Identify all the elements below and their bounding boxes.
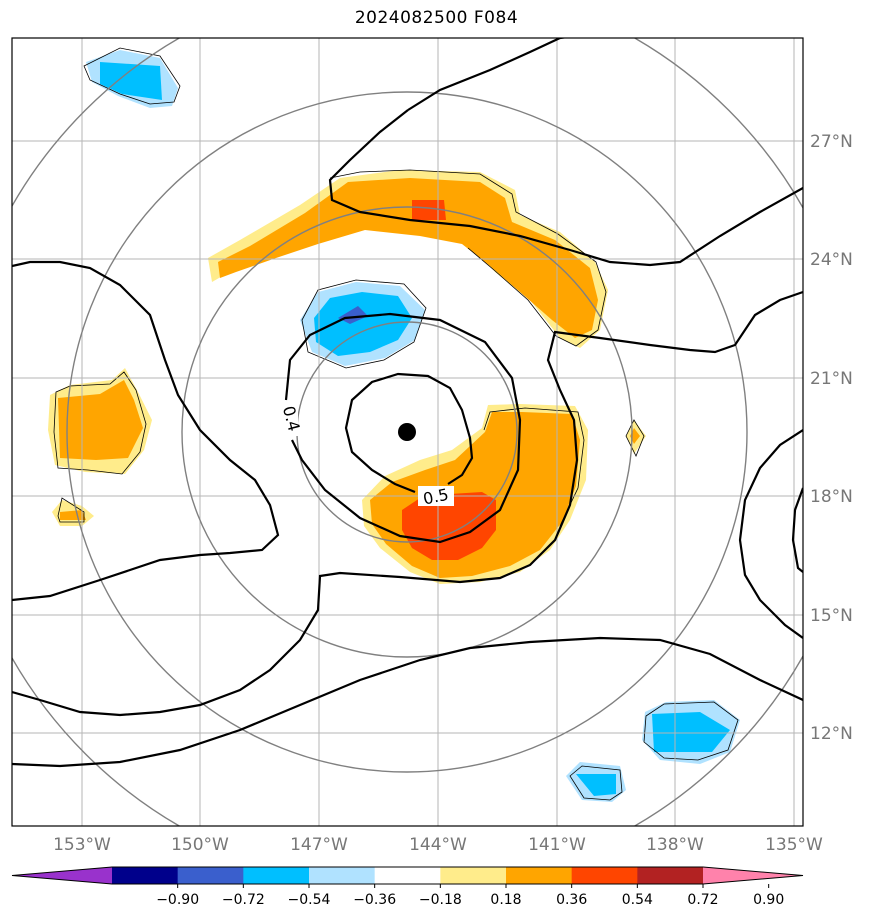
colorbar-segment bbox=[506, 867, 573, 884]
negative-anomaly-area bbox=[576, 774, 616, 796]
lat-label: 15°N bbox=[810, 606, 853, 626]
anomaly-outline bbox=[53, 371, 147, 475]
contour-lines bbox=[12, 38, 803, 768]
colorbar-extend-high bbox=[703, 867, 803, 884]
contour-line bbox=[284, 312, 522, 544]
colorbar-segment bbox=[374, 867, 441, 884]
anomaly-outline bbox=[569, 765, 623, 801]
colorbar: −0.90 −0.72 −0.54 −0.36 −0.18 0.18 0.36 0.54 0.7… bbox=[11, 866, 804, 908]
anomaly-outlines bbox=[53, 47, 739, 801]
contour-line bbox=[407, 38, 569, 111]
colorbar-segment bbox=[112, 867, 179, 884]
anomaly-outline bbox=[57, 497, 85, 523]
colorbar-tick-label: 0.36 bbox=[556, 892, 587, 908]
lat-label: 27°N bbox=[810, 132, 853, 152]
colorbar-tick-label: 0.54 bbox=[622, 892, 653, 908]
lon-label: 141°W bbox=[528, 835, 586, 855]
lon-label: 135°W bbox=[765, 835, 823, 855]
lon-label: 153°W bbox=[53, 835, 111, 855]
lat-label: 18°N bbox=[810, 487, 853, 507]
colorbar-segment bbox=[637, 867, 704, 884]
negative-anomaly-area bbox=[314, 292, 412, 356]
lat-label: 21°N bbox=[810, 369, 853, 389]
lat-label: 12°N bbox=[810, 724, 853, 744]
colorbar-outline bbox=[11, 866, 804, 885]
map-title: 2024082500 F084 bbox=[354, 8, 519, 28]
longitude-labels: 153°W 150°W 147°W 144°W 141°W 138°W 135°… bbox=[53, 835, 823, 855]
contour-line bbox=[791, 487, 803, 573]
range-ring bbox=[181, 206, 633, 658]
contour-line bbox=[738, 429, 803, 639]
colorbar-segment bbox=[309, 867, 376, 884]
colorbar-tick-label: −0.18 bbox=[419, 892, 462, 908]
contour-line bbox=[12, 260, 280, 602]
contour-line bbox=[344, 372, 474, 494]
lon-label: 150°W bbox=[171, 835, 229, 855]
lon-label: 138°W bbox=[646, 835, 704, 855]
colorbar-tick-label: 0.18 bbox=[490, 892, 521, 908]
shaded-field bbox=[48, 50, 740, 802]
anomaly-outline bbox=[643, 701, 739, 761]
anomaly-outline bbox=[483, 407, 585, 527]
lon-label: 147°W bbox=[290, 835, 348, 855]
contour-label-bg bbox=[278, 404, 298, 436]
colorbar-tick-label: −0.54 bbox=[288, 892, 331, 908]
anomaly-outline bbox=[301, 279, 427, 369]
positive-anomaly-area bbox=[402, 492, 496, 560]
positive-anomaly-area bbox=[58, 380, 143, 460]
colorbar-tick-label: 0.90 bbox=[753, 892, 784, 908]
negative-anomaly-area bbox=[652, 712, 730, 752]
colorbar-segment bbox=[571, 867, 638, 884]
range-rings bbox=[12, 38, 803, 826]
anomaly-outline bbox=[83, 47, 181, 105]
contour-line bbox=[328, 109, 803, 267]
storm-center-marker bbox=[398, 423, 416, 441]
colorbar-segment bbox=[177, 867, 244, 884]
lon-label: 144°W bbox=[409, 835, 467, 855]
colorbar-segment bbox=[440, 867, 507, 884]
gridlines bbox=[12, 38, 803, 826]
colorbar-tick-label: −0.90 bbox=[156, 892, 199, 908]
colorbar-segment bbox=[243, 867, 310, 884]
positive-anomaly-area bbox=[60, 510, 86, 520]
contour-label-0-5: 0.5 bbox=[421, 485, 450, 509]
latitude-labels: 27°N 24°N 21°N 18°N 15°N 12°N bbox=[810, 132, 853, 744]
negative-anomaly-area bbox=[338, 306, 368, 324]
contour-label-bg bbox=[418, 486, 454, 506]
positive-anomaly-area bbox=[218, 178, 598, 338]
range-ring bbox=[66, 91, 748, 773]
map-frame bbox=[11, 37, 804, 827]
lat-label: 24°N bbox=[810, 250, 853, 270]
contour-line bbox=[12, 290, 803, 717]
colorbar-tick-label: −0.72 bbox=[222, 892, 265, 908]
colorbar-tick-label: −0.36 bbox=[353, 892, 396, 908]
colorbar-tick-label: 0.72 bbox=[687, 892, 718, 908]
anomaly-outline bbox=[329, 169, 607, 347]
map-panel: 0.4 0.5 bbox=[12, 38, 803, 826]
contour-line bbox=[12, 636, 803, 768]
colorbar-extend-low bbox=[12, 867, 112, 884]
negative-anomaly-area bbox=[100, 62, 162, 100]
